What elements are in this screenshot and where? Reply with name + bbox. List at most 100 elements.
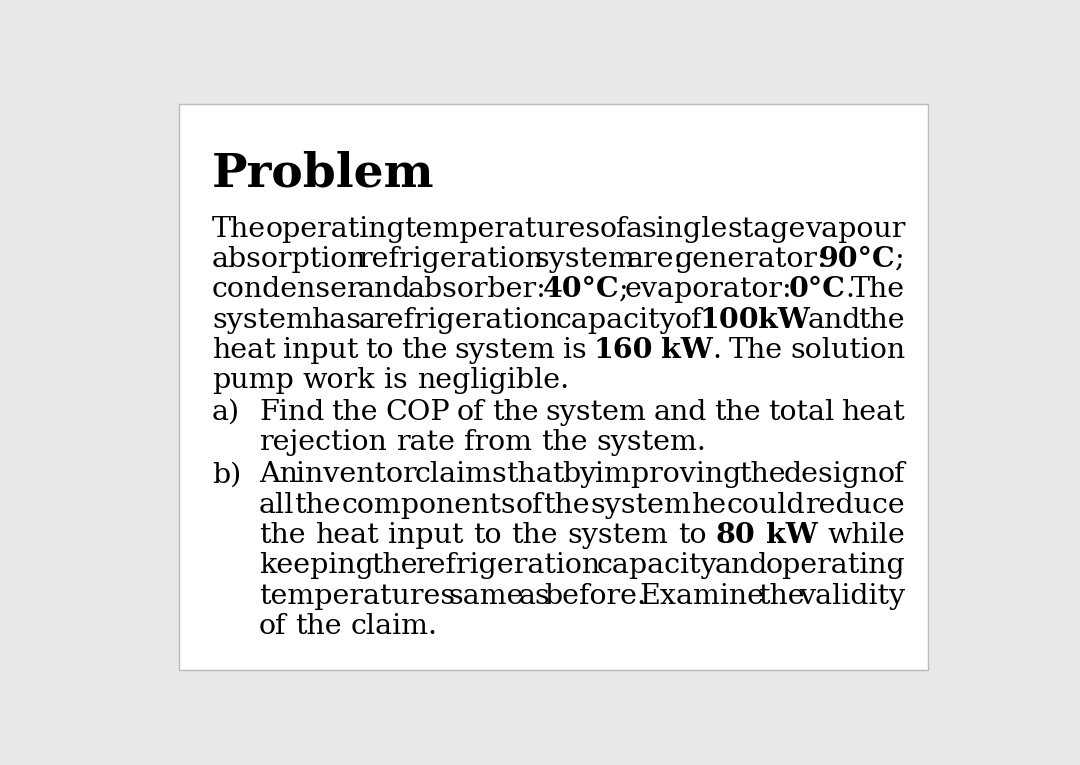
- Text: 90°C: 90°C: [819, 246, 895, 273]
- Text: a): a): [212, 399, 240, 426]
- Text: while: while: [827, 522, 905, 549]
- Text: system: system: [455, 337, 555, 364]
- Text: rejection: rejection: [259, 429, 387, 457]
- Text: refrigeration: refrigeration: [373, 307, 558, 334]
- Text: system: system: [567, 522, 669, 549]
- Text: absorption: absorption: [212, 246, 366, 273]
- Text: of: of: [457, 399, 485, 426]
- FancyBboxPatch shape: [178, 103, 929, 670]
- Text: has: has: [311, 307, 361, 334]
- Text: temperatures: temperatures: [404, 216, 600, 243]
- Text: refrigeration: refrigeration: [415, 552, 599, 579]
- Text: 40°C: 40°C: [542, 276, 619, 303]
- Text: system: system: [535, 246, 635, 273]
- Text: Problem: Problem: [212, 151, 434, 197]
- Text: of: of: [878, 461, 905, 488]
- Text: b): b): [212, 461, 241, 488]
- Text: work: work: [302, 367, 375, 394]
- Text: the: the: [295, 613, 342, 640]
- Text: the: the: [295, 492, 341, 519]
- Text: validity: validity: [799, 583, 905, 610]
- Text: rate: rate: [395, 429, 455, 457]
- Text: capacity: capacity: [597, 552, 717, 579]
- Text: inventor: inventor: [296, 461, 417, 488]
- Text: single: single: [642, 216, 728, 243]
- Text: and: and: [357, 276, 411, 303]
- Text: stage: stage: [727, 216, 806, 243]
- Text: evaporator:: evaporator:: [625, 276, 793, 303]
- Text: 160: 160: [593, 337, 653, 364]
- Text: The: The: [212, 216, 266, 243]
- Text: claims: claims: [415, 461, 508, 488]
- Text: that: that: [505, 461, 564, 488]
- Text: negligible.: negligible.: [417, 367, 569, 394]
- Text: of: of: [674, 307, 702, 334]
- Text: kW: kW: [661, 337, 713, 364]
- Text: heat: heat: [315, 522, 379, 549]
- Text: the: the: [370, 552, 418, 579]
- Text: all: all: [259, 492, 295, 519]
- Text: a: a: [625, 216, 643, 243]
- Text: from: from: [463, 429, 531, 457]
- Text: by: by: [563, 461, 596, 488]
- Text: to: to: [677, 522, 706, 549]
- Text: .: .: [713, 337, 721, 364]
- Text: of: of: [259, 613, 286, 640]
- Text: of: of: [599, 216, 626, 243]
- Text: system: system: [545, 399, 646, 426]
- Text: temperatures: temperatures: [259, 583, 455, 610]
- Text: the: the: [401, 337, 447, 364]
- Text: and: and: [653, 399, 707, 426]
- Text: keeping: keeping: [259, 552, 374, 579]
- Text: the: the: [739, 461, 786, 488]
- Text: and: and: [715, 552, 768, 579]
- Text: claim.: claim.: [351, 613, 438, 640]
- Text: the: the: [541, 429, 588, 457]
- Text: reduce: reduce: [806, 492, 905, 519]
- Text: An: An: [259, 461, 298, 488]
- Text: 0°C: 0°C: [788, 276, 846, 303]
- Text: are:: are:: [626, 246, 684, 273]
- Text: Find: Find: [259, 399, 324, 426]
- Text: he: he: [691, 492, 727, 519]
- Text: the: the: [859, 307, 905, 334]
- Text: absorber:: absorber:: [407, 276, 546, 303]
- Text: heat: heat: [841, 399, 905, 426]
- Text: 80: 80: [716, 522, 756, 549]
- Text: condenser: condenser: [212, 276, 362, 303]
- Text: the: the: [259, 522, 306, 549]
- Text: improving: improving: [595, 461, 741, 488]
- Text: kW: kW: [766, 522, 818, 549]
- Text: 100: 100: [700, 307, 759, 334]
- Text: pump: pump: [212, 367, 294, 394]
- Text: the: the: [332, 399, 378, 426]
- Text: the: the: [714, 399, 760, 426]
- Text: input: input: [283, 337, 359, 364]
- Text: the: the: [511, 522, 557, 549]
- Text: vapour: vapour: [805, 216, 905, 243]
- Text: is: is: [563, 337, 586, 364]
- Text: ;: ;: [895, 246, 905, 273]
- Text: components: components: [341, 492, 516, 519]
- Text: as: as: [518, 583, 550, 610]
- Text: could: could: [727, 492, 806, 519]
- Text: .: .: [846, 276, 854, 303]
- Text: to: to: [473, 522, 501, 549]
- Text: total: total: [768, 399, 834, 426]
- Text: before.: before.: [543, 583, 646, 610]
- Text: and: and: [807, 307, 861, 334]
- Text: a: a: [359, 307, 376, 334]
- Text: is: is: [384, 367, 408, 394]
- Text: of: of: [516, 492, 543, 519]
- Text: operating: operating: [266, 216, 405, 243]
- Text: input: input: [388, 522, 463, 549]
- Text: system: system: [212, 307, 313, 334]
- Text: the: the: [758, 583, 805, 610]
- Text: the: the: [543, 492, 590, 519]
- Text: the: the: [491, 399, 538, 426]
- Text: design: design: [784, 461, 879, 488]
- Text: ;: ;: [619, 276, 629, 303]
- Text: to: to: [365, 337, 394, 364]
- Text: generator:: generator:: [675, 246, 827, 273]
- Text: refrigeration: refrigeration: [357, 246, 543, 273]
